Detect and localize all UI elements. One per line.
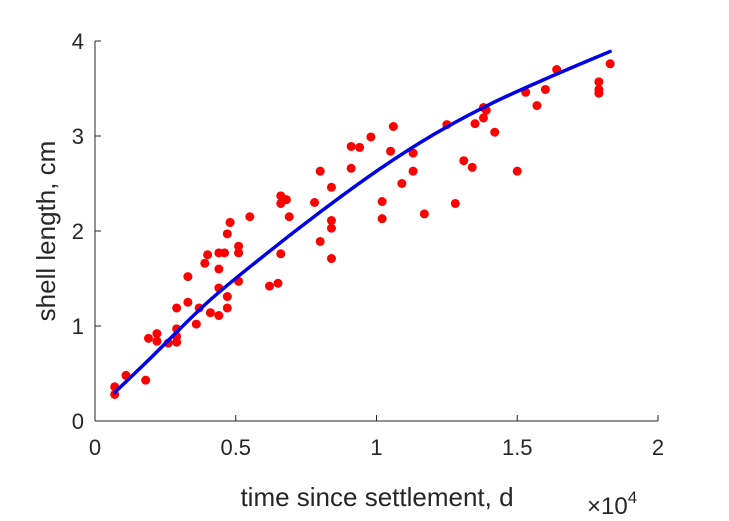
data-point xyxy=(355,142,365,152)
data-point xyxy=(532,101,542,111)
data-point xyxy=(346,163,356,173)
data-point xyxy=(143,333,153,343)
y-tick-label: 0 xyxy=(72,409,84,434)
data-point xyxy=(326,216,336,226)
data-point xyxy=(408,166,418,176)
fit-curve xyxy=(112,49,612,395)
data-point xyxy=(200,258,210,268)
data-point xyxy=(366,132,376,142)
data-point xyxy=(222,229,232,239)
x-tick-label: 1 xyxy=(370,435,382,460)
data-point xyxy=(191,319,201,329)
y-tick-label: 2 xyxy=(72,219,84,244)
data-point xyxy=(346,141,356,151)
data-point xyxy=(386,146,396,156)
data-point xyxy=(326,182,336,192)
data-points xyxy=(110,59,615,399)
data-point xyxy=(214,264,224,274)
x-tick-label: 1.5 xyxy=(502,435,533,460)
data-point xyxy=(183,297,193,307)
data-point xyxy=(512,166,522,176)
data-point xyxy=(459,156,469,166)
data-point xyxy=(222,303,232,313)
data-point xyxy=(284,212,294,222)
data-point xyxy=(540,84,550,94)
data-point xyxy=(203,250,213,260)
x-axis-multiplier-exponent: 4 xyxy=(628,488,637,507)
x-tick-label: 0.5 xyxy=(220,435,251,460)
data-point xyxy=(205,308,215,318)
x-tick-label: 2 xyxy=(652,435,664,460)
data-point xyxy=(408,148,418,158)
data-point xyxy=(478,113,488,123)
data-point xyxy=(377,197,387,207)
x-axis-multiplier: ×104 xyxy=(587,488,637,520)
data-point xyxy=(245,212,255,222)
data-point xyxy=(315,166,325,176)
data-point xyxy=(470,119,480,129)
x-axis-multiplier-base: ×10 xyxy=(587,493,628,520)
data-point xyxy=(276,249,286,259)
fit-curve-group xyxy=(112,49,612,395)
data-point xyxy=(234,248,244,258)
data-point xyxy=(219,248,229,258)
data-point xyxy=(183,272,193,282)
data-point xyxy=(388,122,398,131)
data-point xyxy=(419,209,429,219)
data-point xyxy=(397,179,407,188)
data-point xyxy=(310,198,320,207)
data-point xyxy=(273,278,283,288)
y-axis-label: shell length, cm xyxy=(31,141,61,322)
data-point xyxy=(265,281,275,291)
x-axis-label: time since settlement, d xyxy=(240,482,513,512)
data-point xyxy=(234,241,244,251)
y-tick-label: 3 xyxy=(72,124,84,149)
data-point xyxy=(152,329,162,339)
data-point xyxy=(326,223,336,233)
data-point xyxy=(490,127,500,137)
data-point xyxy=(467,162,477,172)
data-point xyxy=(594,84,604,94)
data-point xyxy=(214,311,224,321)
y-tick-label: 4 xyxy=(72,29,84,54)
data-point xyxy=(594,77,604,87)
data-point xyxy=(326,254,336,264)
axes xyxy=(94,40,659,422)
data-point xyxy=(141,375,151,385)
data-point xyxy=(222,292,232,302)
data-point xyxy=(450,198,460,208)
x-tick-label: 0 xyxy=(89,435,101,460)
data-point xyxy=(152,336,162,346)
data-point xyxy=(315,236,325,246)
data-point xyxy=(281,195,291,205)
data-point xyxy=(605,59,615,69)
tick-labels: 0 0.5 1 1.5 2 0 1 2 3 4 xyxy=(72,29,664,460)
y-tick-label: 1 xyxy=(72,314,84,339)
data-point xyxy=(172,303,182,313)
data-point xyxy=(377,214,387,224)
data-point xyxy=(225,217,235,227)
